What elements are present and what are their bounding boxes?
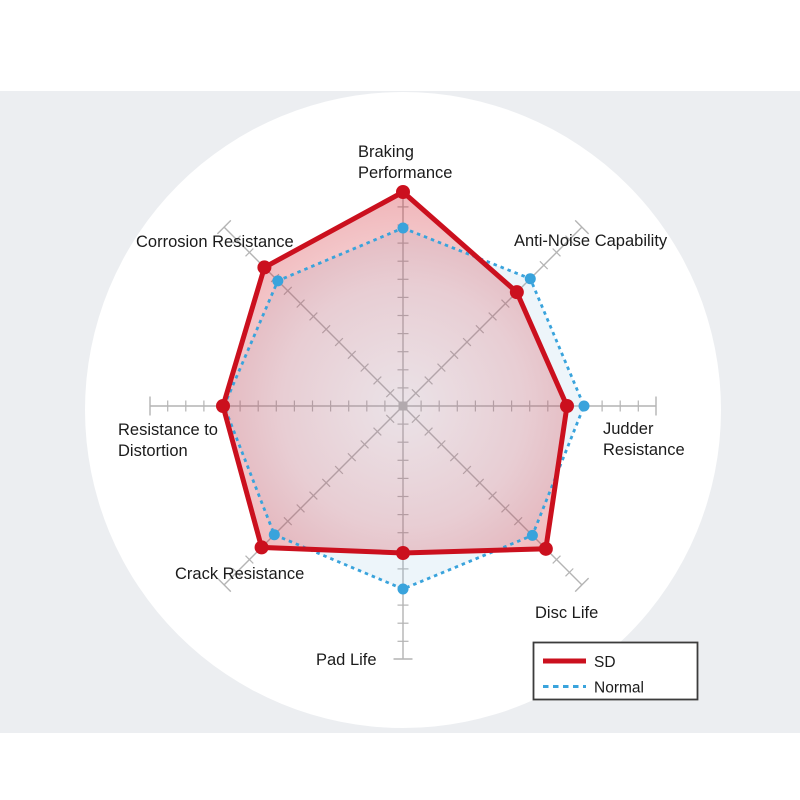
sd-point	[254, 540, 269, 555]
normal-point	[272, 275, 284, 287]
axis-label-judder-line1: Judder	[603, 420, 654, 438]
axis-label-distortion-line1: Resistance to	[118, 421, 218, 439]
axis-label-anti-noise: Anti-Noise Capability	[514, 232, 668, 250]
sd-point	[216, 399, 230, 413]
sd-point	[257, 260, 272, 275]
sd-point	[509, 285, 524, 300]
legend-normal-label: Normal	[594, 680, 644, 697]
legend: SD Normal	[532, 641, 699, 701]
normal-point	[524, 273, 536, 285]
normal-point	[397, 583, 409, 595]
sd-point	[396, 185, 410, 199]
sd-point	[560, 399, 574, 413]
normal-series-line	[222, 226, 586, 591]
normal-point	[578, 400, 590, 412]
axis-label-judder-line2: Resistance	[603, 441, 685, 459]
normal-point	[268, 529, 280, 541]
normal-point	[397, 222, 409, 234]
axis-label-disc-life: Disc Life	[535, 604, 598, 622]
normal-point	[526, 529, 538, 541]
sd-point	[396, 546, 410, 560]
axis-label-corrosion: Corrosion Resistance	[136, 233, 294, 251]
sd-point	[538, 541, 553, 556]
normal-series-points	[218, 222, 590, 595]
axis-label-pad-life: Pad Life	[316, 651, 377, 669]
sd-series-fill	[223, 192, 567, 553]
legend-box	[532, 641, 699, 701]
legend-sd-label: SD	[594, 654, 616, 671]
sd-series-points	[216, 185, 574, 560]
axis-label-braking-line2: Performance	[358, 164, 452, 182]
axis-label-crack: Crack Resistance	[175, 565, 304, 583]
axis-label-braking-line1: Braking	[358, 143, 414, 161]
axis-label-distortion-line2: Distortion	[118, 442, 188, 460]
